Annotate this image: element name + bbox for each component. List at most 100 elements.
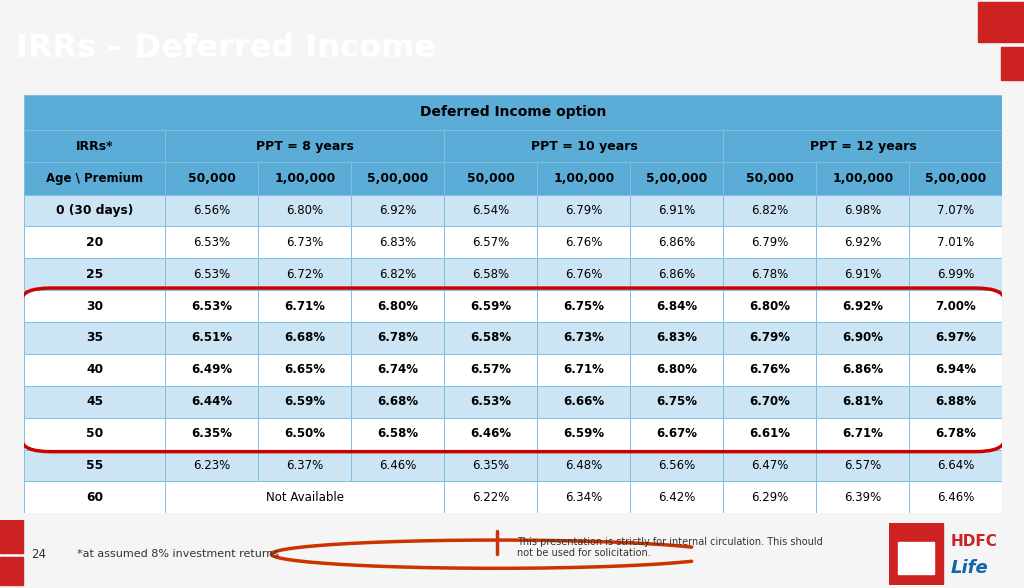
FancyBboxPatch shape [258,322,351,354]
FancyBboxPatch shape [444,130,724,162]
Text: 50,000: 50,000 [188,172,236,185]
Text: 6.78%: 6.78% [936,427,977,440]
FancyBboxPatch shape [166,482,444,513]
FancyBboxPatch shape [816,226,909,258]
FancyBboxPatch shape [538,417,631,450]
Text: 6.73%: 6.73% [563,332,604,345]
Text: 7.07%: 7.07% [937,204,975,217]
FancyBboxPatch shape [631,162,724,195]
FancyBboxPatch shape [24,386,166,417]
FancyBboxPatch shape [724,290,816,322]
FancyBboxPatch shape [351,226,444,258]
FancyBboxPatch shape [444,162,538,195]
FancyBboxPatch shape [631,354,724,386]
Text: 6.72%: 6.72% [287,268,324,280]
Text: 6.53%: 6.53% [470,395,512,408]
Text: This presentation is strictly for internal circulation. This should
not be used : This presentation is strictly for intern… [517,537,823,558]
Text: 6.76%: 6.76% [750,363,791,376]
FancyBboxPatch shape [351,162,444,195]
Text: 6.53%: 6.53% [194,236,230,249]
Text: 7.01%: 7.01% [937,236,975,249]
Text: 6.61%: 6.61% [750,427,791,440]
Text: 6.42%: 6.42% [658,491,695,504]
Text: 6.66%: 6.66% [563,395,604,408]
FancyBboxPatch shape [631,417,724,450]
Text: 6.71%: 6.71% [285,300,326,313]
FancyBboxPatch shape [816,417,909,450]
FancyBboxPatch shape [724,195,816,226]
Text: 6.57%: 6.57% [470,363,512,376]
Text: IRRs*: IRRs* [76,140,114,153]
Text: 6.92%: 6.92% [845,236,882,249]
Text: 6.59%: 6.59% [285,395,326,408]
Text: 6.79%: 6.79% [752,236,788,249]
FancyBboxPatch shape [24,290,166,322]
Text: 5,00,000: 5,00,000 [646,172,708,185]
Text: 6.68%: 6.68% [378,395,419,408]
Bar [0,520,23,553]
FancyBboxPatch shape [24,95,1002,130]
Text: 0 (30 days): 0 (30 days) [56,204,133,217]
FancyBboxPatch shape [24,450,166,482]
FancyBboxPatch shape [816,482,909,513]
Text: 6.75%: 6.75% [563,300,604,313]
FancyBboxPatch shape [24,226,166,258]
FancyBboxPatch shape [909,226,1002,258]
FancyBboxPatch shape [24,130,166,162]
FancyBboxPatch shape [724,386,816,417]
FancyBboxPatch shape [24,162,166,195]
FancyBboxPatch shape [724,482,816,513]
Text: 6.91%: 6.91% [845,268,882,280]
FancyBboxPatch shape [24,482,166,513]
Text: 50: 50 [86,427,103,440]
FancyBboxPatch shape [538,226,631,258]
Text: 6.58%: 6.58% [472,268,510,280]
Text: 6.74%: 6.74% [378,363,419,376]
FancyBboxPatch shape [166,195,258,226]
Text: 6.58%: 6.58% [378,427,419,440]
Text: 6.65%: 6.65% [285,363,326,376]
FancyBboxPatch shape [631,450,724,482]
Text: 6.86%: 6.86% [843,363,884,376]
Text: 6.37%: 6.37% [287,459,324,472]
FancyBboxPatch shape [166,417,258,450]
Text: 6.46%: 6.46% [937,491,975,504]
FancyBboxPatch shape [909,195,1002,226]
Text: 7.00%: 7.00% [936,300,976,313]
Text: 6.35%: 6.35% [472,459,510,472]
FancyBboxPatch shape [724,130,1002,162]
FancyBboxPatch shape [816,386,909,417]
FancyBboxPatch shape [444,450,538,482]
Text: 6.53%: 6.53% [191,300,232,313]
FancyBboxPatch shape [444,290,538,322]
Text: 1,00,000: 1,00,000 [833,172,894,185]
Text: 6.86%: 6.86% [658,268,695,280]
Text: 6.73%: 6.73% [287,236,324,249]
FancyBboxPatch shape [816,258,909,290]
FancyBboxPatch shape [909,322,1002,354]
FancyBboxPatch shape [538,162,631,195]
Text: 6.80%: 6.80% [750,300,791,313]
Text: 6.71%: 6.71% [843,427,884,440]
FancyBboxPatch shape [631,322,724,354]
FancyBboxPatch shape [909,450,1002,482]
Text: PPT = 12 years: PPT = 12 years [810,140,916,153]
FancyBboxPatch shape [724,450,816,482]
Text: 6.34%: 6.34% [565,491,602,504]
FancyBboxPatch shape [444,386,538,417]
Text: 6.53%: 6.53% [194,268,230,280]
FancyBboxPatch shape [166,162,258,195]
Text: 6.64%: 6.64% [937,459,975,472]
FancyBboxPatch shape [258,417,351,450]
FancyBboxPatch shape [24,417,166,450]
Text: 6.57%: 6.57% [472,236,510,249]
FancyBboxPatch shape [631,258,724,290]
Text: 6.70%: 6.70% [750,395,791,408]
Text: 45: 45 [86,395,103,408]
Text: 60: 60 [86,491,103,504]
FancyBboxPatch shape [724,417,816,450]
Text: 6.23%: 6.23% [194,459,230,472]
FancyBboxPatch shape [351,354,444,386]
FancyBboxPatch shape [909,162,1002,195]
Text: 6.75%: 6.75% [656,395,697,408]
